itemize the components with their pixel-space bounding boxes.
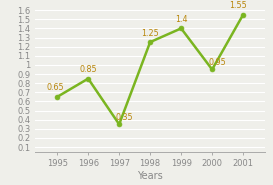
Text: 1.25: 1.25 xyxy=(141,28,159,38)
Text: 0.95: 0.95 xyxy=(209,58,227,67)
Text: 0.35: 0.35 xyxy=(116,112,133,122)
X-axis label: Years: Years xyxy=(137,171,163,181)
Text: 0.85: 0.85 xyxy=(79,65,97,74)
Text: 1.55: 1.55 xyxy=(229,1,247,10)
Text: 1.4: 1.4 xyxy=(175,15,187,24)
Text: 0.65: 0.65 xyxy=(47,83,64,92)
